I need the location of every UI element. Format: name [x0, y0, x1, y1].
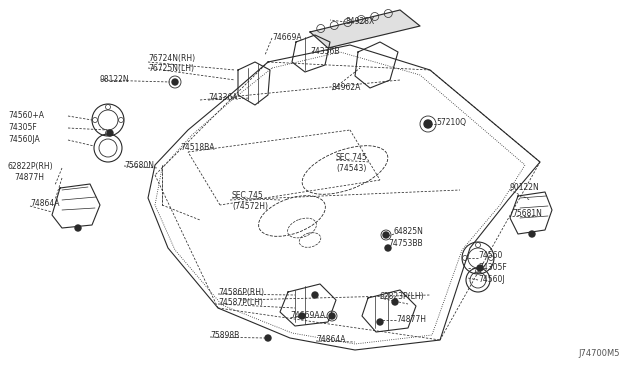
Text: 74336A: 74336A: [208, 93, 237, 103]
Text: 74586P(RH): 74586P(RH): [218, 288, 264, 296]
Text: J74700M5: J74700M5: [579, 349, 620, 358]
Text: 76724N(RH): 76724N(RH): [148, 54, 195, 62]
Text: 74669AA: 74669AA: [290, 311, 325, 321]
Circle shape: [477, 265, 483, 271]
Text: 74518BA: 74518BA: [180, 144, 214, 153]
Circle shape: [529, 231, 535, 237]
Text: 57210Q: 57210Q: [436, 118, 466, 126]
Text: 74669A: 74669A: [272, 33, 301, 42]
Circle shape: [312, 292, 318, 298]
Circle shape: [392, 299, 398, 305]
Text: 74336B: 74336B: [310, 48, 339, 57]
Text: (74572H): (74572H): [232, 202, 268, 211]
Text: 84928X: 84928X: [346, 17, 375, 26]
Text: 75680N: 75680N: [124, 161, 154, 170]
Text: 98122N: 98122N: [100, 76, 130, 84]
Text: 64825N: 64825N: [394, 228, 424, 237]
Text: 75898B: 75898B: [210, 331, 239, 340]
Circle shape: [385, 245, 391, 251]
Text: 84962A: 84962A: [332, 83, 362, 93]
Text: 75681N: 75681N: [512, 209, 542, 218]
Text: 74560J: 74560J: [478, 276, 504, 285]
Polygon shape: [310, 10, 420, 48]
Text: 90122N: 90122N: [510, 183, 540, 192]
Text: 62822P(RH): 62822P(RH): [8, 161, 54, 170]
Text: 74864A: 74864A: [30, 199, 60, 208]
Text: 62823P(LH): 62823P(LH): [380, 292, 424, 301]
Circle shape: [107, 130, 113, 136]
Text: 76725N(LH): 76725N(LH): [148, 64, 194, 73]
Circle shape: [377, 319, 383, 325]
Text: 74305F: 74305F: [8, 124, 36, 132]
Text: SEC.745: SEC.745: [336, 154, 368, 163]
Text: 74587P(LH): 74587P(LH): [218, 298, 263, 307]
Circle shape: [299, 313, 305, 319]
Text: 74560: 74560: [478, 251, 502, 260]
Text: 74864A: 74864A: [316, 336, 346, 344]
Circle shape: [265, 335, 271, 341]
Circle shape: [383, 232, 389, 238]
Circle shape: [75, 225, 81, 231]
Text: 74877H: 74877H: [396, 315, 426, 324]
Text: 74877H: 74877H: [14, 173, 44, 183]
Text: 74560JA: 74560JA: [8, 135, 40, 144]
Text: 74560+A: 74560+A: [8, 112, 44, 121]
Text: 74753BB: 74753BB: [388, 240, 422, 248]
Text: 74305F: 74305F: [478, 263, 507, 273]
Circle shape: [172, 79, 178, 85]
Text: (74543): (74543): [336, 164, 366, 173]
Circle shape: [424, 120, 432, 128]
Circle shape: [329, 313, 335, 319]
Text: SEC.745: SEC.745: [232, 192, 264, 201]
